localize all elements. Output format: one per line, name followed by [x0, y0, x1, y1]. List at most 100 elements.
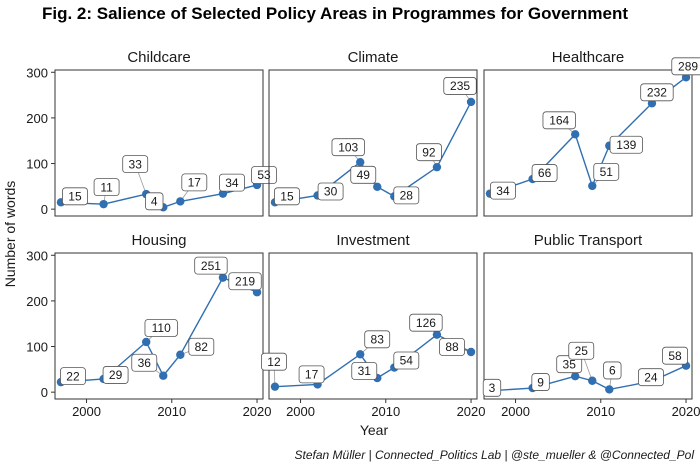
data-label: 54: [400, 354, 414, 368]
data-label: 11: [100, 180, 113, 194]
data-label-box: [298, 365, 325, 384]
data-label: 28: [400, 189, 414, 203]
data-label: 15: [280, 190, 294, 204]
data-label: 235: [450, 79, 470, 93]
data-point: [432, 162, 442, 172]
data-label-box: [603, 361, 622, 380]
y-tick-label: 0: [41, 385, 48, 400]
data-label: 29: [109, 368, 123, 382]
facet-title: Climate: [348, 49, 399, 66]
y-tick-label: 300: [26, 248, 48, 263]
data-label: 88: [445, 340, 459, 354]
data-point: [99, 199, 108, 209]
y-tick-label: 200: [26, 294, 48, 309]
data-label-box: [93, 178, 120, 197]
facet-investment: Investment 2000 2010 2020 12 17 83 31 54 126 88: [261, 232, 485, 419]
panel-border: [268, 252, 478, 400]
data-label-box: [317, 182, 344, 201]
facet-title: Childcare: [127, 49, 190, 66]
data-label-box: [542, 111, 576, 130]
data-label: 49: [357, 168, 371, 182]
data-label: 12: [267, 355, 281, 369]
data-point: [588, 376, 597, 385]
data-point: [176, 350, 185, 359]
data-label: 82: [195, 340, 209, 354]
data-label: 22: [66, 369, 80, 383]
y-tick-label: 100: [26, 340, 48, 355]
data-label-box: [662, 346, 688, 365]
data-label: 34: [225, 176, 239, 190]
data-label: 66: [538, 166, 552, 180]
data-label: 92: [422, 145, 436, 159]
data-label-box: [251, 166, 277, 184]
facet-title: Healthcare: [552, 49, 625, 66]
data-label: 83: [371, 332, 385, 346]
facet-title: Public Transport: [534, 232, 643, 249]
data-label: 3: [489, 381, 496, 395]
data-label-box: [490, 181, 516, 200]
data-label: 17: [305, 368, 319, 382]
y-tick-label: 0: [41, 202, 48, 217]
facet-climate: Climate 15 30 103 49 28 92 235: [268, 49, 478, 217]
data-label: 25: [575, 344, 589, 358]
data-point: [605, 385, 614, 394]
data-point: [588, 181, 597, 191]
data-label-box: [640, 83, 674, 102]
data-point: [218, 273, 228, 282]
data-label-box: [60, 367, 86, 386]
data-label-box: [188, 337, 215, 356]
facet-housing: Housing 0 100 200 300 2000 2010 2020 22 29 110 36 82…: [26, 232, 271, 419]
y-tick-label: 200: [26, 111, 48, 126]
data-point: [571, 130, 580, 139]
data-label: 6: [609, 364, 616, 378]
data-point: [176, 197, 185, 206]
data-label-box: [102, 366, 129, 384]
data-label-box: [638, 368, 664, 387]
data-label-box: [131, 353, 158, 372]
data-label-box: [482, 378, 502, 397]
data-label: 251: [201, 259, 221, 273]
data-label: 15: [68, 190, 82, 204]
data-label: 289: [678, 60, 698, 74]
data-label-box: [531, 164, 558, 182]
data-label: 17: [188, 176, 202, 190]
x-tick-label: 2010: [157, 404, 186, 419]
panel-border: [483, 69, 693, 217]
data-label: 34: [496, 184, 510, 198]
facet-title: Investment: [336, 232, 410, 249]
data-label-box: [531, 373, 550, 391]
data-label-box: [62, 187, 88, 206]
x-tick-label: 2020: [672, 404, 700, 419]
y-tick-label: 300: [26, 65, 48, 80]
x-tick-label: 2000: [72, 404, 101, 419]
data-label-box: [568, 341, 595, 360]
data-label-box: [443, 77, 477, 95]
data-label-box: [416, 143, 442, 162]
data-point: [681, 73, 691, 82]
data-label: 164: [549, 114, 569, 128]
data-label: 31: [358, 364, 372, 378]
data-label-box: [439, 338, 465, 356]
facet-childcare: Childcare 0 100 200 300 15 11 33 4 17 34 53: [26, 49, 277, 217]
data-label-box: [219, 173, 245, 192]
data-label: 53: [257, 168, 271, 182]
data-point: [466, 347, 476, 357]
panel-border: [483, 252, 693, 400]
data-label: 4: [151, 195, 158, 209]
data-label: 232: [647, 86, 667, 100]
data-label: 33: [129, 157, 143, 171]
data-label-box: [122, 155, 149, 174]
x-tick-label: 2010: [586, 404, 615, 419]
data-label: 110: [152, 321, 171, 335]
data-label: 36: [138, 356, 152, 370]
data-label-box: [593, 162, 620, 181]
data-label: 30: [324, 185, 338, 199]
data-point: [571, 371, 580, 381]
data-label-box: [261, 352, 287, 371]
x-tick-label: 2000: [286, 404, 315, 419]
facet-title: Housing: [131, 232, 186, 249]
data-label: 219: [235, 274, 255, 288]
data-label-box: [145, 192, 164, 211]
data-label-box: [393, 351, 420, 370]
data-label: 58: [668, 349, 682, 363]
